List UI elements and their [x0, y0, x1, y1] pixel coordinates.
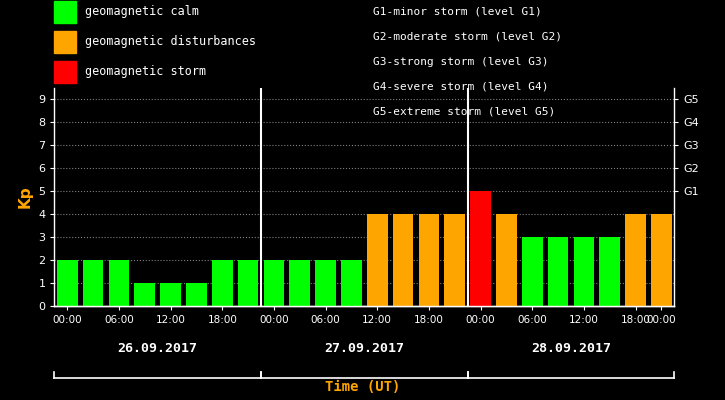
- Bar: [109, 260, 129, 306]
- Bar: [315, 260, 336, 306]
- Bar: [547, 237, 568, 306]
- Bar: [289, 260, 310, 306]
- Text: geomagnetic disturbances: geomagnetic disturbances: [85, 36, 256, 48]
- Text: geomagnetic calm: geomagnetic calm: [85, 6, 199, 18]
- Text: G1-minor storm (level G1): G1-minor storm (level G1): [373, 7, 542, 17]
- Text: G2-moderate storm (level G2): G2-moderate storm (level G2): [373, 32, 563, 42]
- Bar: [444, 214, 465, 306]
- Bar: [57, 260, 78, 306]
- Bar: [496, 214, 517, 306]
- Bar: [83, 260, 104, 306]
- Bar: [186, 283, 207, 306]
- Text: G4-severe storm (level G4): G4-severe storm (level G4): [373, 81, 549, 91]
- Text: G5-extreme storm (level G5): G5-extreme storm (level G5): [373, 106, 555, 116]
- Bar: [651, 214, 671, 306]
- Text: 26.09.2017: 26.09.2017: [117, 342, 198, 354]
- Bar: [471, 191, 491, 306]
- Bar: [418, 214, 439, 306]
- Text: 28.09.2017: 28.09.2017: [531, 342, 611, 354]
- Bar: [573, 237, 594, 306]
- Bar: [160, 283, 181, 306]
- Text: Time (UT): Time (UT): [325, 380, 400, 394]
- Bar: [367, 214, 388, 306]
- Y-axis label: Kp: Kp: [17, 186, 33, 208]
- Bar: [341, 260, 362, 306]
- Bar: [212, 260, 233, 306]
- Bar: [264, 260, 284, 306]
- Bar: [393, 214, 413, 306]
- Text: G3-strong storm (level G3): G3-strong storm (level G3): [373, 57, 549, 67]
- Bar: [625, 214, 646, 306]
- Bar: [600, 237, 620, 306]
- Text: geomagnetic storm: geomagnetic storm: [85, 66, 206, 78]
- Bar: [522, 237, 542, 306]
- Bar: [238, 260, 258, 306]
- Bar: [134, 283, 155, 306]
- Text: 27.09.2017: 27.09.2017: [324, 342, 405, 354]
